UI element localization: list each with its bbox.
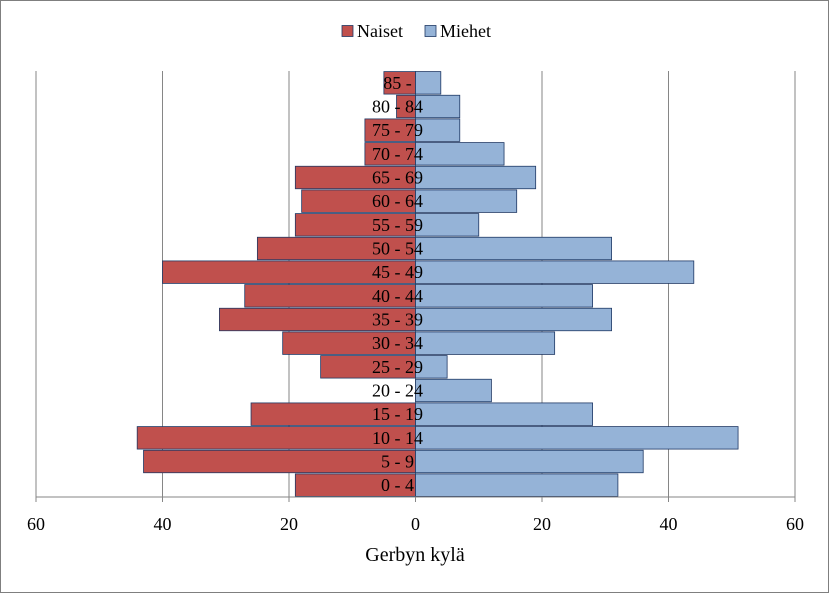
- bar-miehet: [415, 165, 537, 190]
- category-label: 5 - 9: [381, 452, 414, 472]
- bar-miehet: [415, 355, 448, 379]
- bar-miehet: [415, 426, 739, 450]
- category-label: 30 - 34: [372, 333, 423, 353]
- category-label: 40 - 44: [372, 286, 423, 306]
- x-tick-label: 20: [533, 514, 551, 534]
- bar-miehet: [415, 260, 695, 284]
- bar-miehet: [415, 402, 594, 426]
- category-label: 10 - 14: [372, 428, 423, 448]
- legend-label-miehet: Miehet: [440, 21, 491, 41]
- bar-miehet: [415, 307, 612, 332]
- x-tick-label: 60: [786, 514, 804, 534]
- category-label: 15 - 19: [372, 404, 423, 424]
- bar-naiset: [143, 449, 416, 474]
- bar-miehet: [415, 284, 594, 308]
- x-tick-label: 20: [280, 514, 298, 534]
- bar-miehet: [415, 236, 612, 261]
- category-label: 25 - 29: [372, 357, 423, 377]
- category-label: 85 -: [383, 73, 412, 93]
- x-axis-title: Gerbyn kylä: [365, 544, 465, 566]
- bar-miehet: [415, 118, 461, 142]
- bars: [136, 71, 739, 497]
- category-label: 75 - 79: [372, 120, 423, 140]
- bar-miehet: [415, 449, 644, 474]
- bar-miehet: [415, 94, 461, 119]
- bar-miehet: [415, 71, 442, 95]
- x-axis: 60 40 20 0 20 40 60: [27, 496, 804, 534]
- category-labels: 0 - 4 5 - 9 10 - 14 15 - 19 20 - 24 25 - 29 30…: [372, 73, 423, 495]
- category-label: 20 - 24: [372, 381, 423, 401]
- category-label: 55 - 59: [372, 215, 423, 235]
- bar-miehet: [415, 189, 518, 213]
- category-label: 0 - 4: [381, 475, 414, 495]
- bar-miehet: [415, 473, 619, 497]
- x-tick-label: 60: [27, 514, 45, 534]
- legend-swatch-naiset: [341, 25, 354, 37]
- bar-miehet: [415, 142, 505, 166]
- x-tick-label: 40: [154, 514, 172, 534]
- category-label: 65 - 69: [372, 168, 423, 188]
- legend-label-naiset: Naiset: [357, 21, 403, 41]
- bar-miehet: [415, 213, 480, 237]
- category-label: 35 - 39: [372, 310, 423, 330]
- category-label: 50 - 54: [372, 239, 423, 259]
- legend: Naiset Miehet: [341, 21, 491, 41]
- gridlines: [35, 71, 796, 497]
- category-label: 60 - 64: [372, 191, 423, 211]
- legend-swatch-miehet: [424, 25, 437, 37]
- bar-miehet: [415, 378, 492, 403]
- x-tick-label: 0: [411, 514, 420, 534]
- bar-miehet: [415, 331, 556, 355]
- x-tick-label: 40: [660, 514, 678, 534]
- category-label: 70 - 74: [372, 144, 423, 164]
- category-label: 80 - 84: [372, 97, 423, 117]
- category-label: 45 - 49: [372, 262, 423, 282]
